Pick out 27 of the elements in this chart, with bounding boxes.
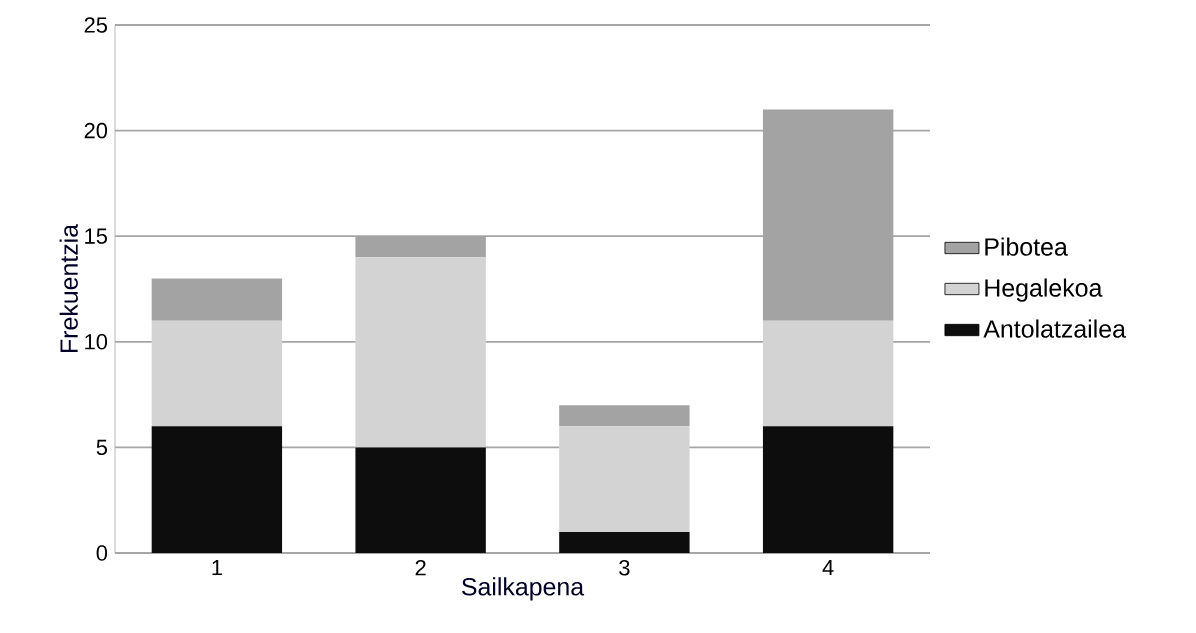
bar — [355, 236, 486, 258]
y-tick-label: 20 — [84, 122, 108, 139]
x-tick-label: 3 — [619, 560, 630, 576]
legend-label: Antolatzailea — [983, 319, 1126, 338]
x-axis-title: Sailkapena — [462, 577, 585, 601]
bar — [762, 320, 894, 427]
bar — [355, 257, 486, 448]
y-tick-label: 0 — [96, 545, 108, 561]
bar — [151, 426, 283, 553]
y-tick-label: 15 — [85, 228, 108, 244]
x-tick-label: 4 — [822, 560, 834, 576]
bar — [151, 320, 283, 427]
legend-label: Pibotea — [985, 237, 1068, 256]
x-tick-label: 2 — [415, 560, 426, 576]
bar — [151, 278, 283, 321]
bar — [559, 405, 690, 427]
bar — [762, 426, 894, 553]
bar — [762, 109, 894, 321]
y-axis-title: Frekuentzia — [59, 223, 78, 353]
y-tick-label: 10 — [85, 334, 108, 350]
x-tick-label: 1 — [212, 560, 222, 576]
legend-label: Hegalekoa — [985, 278, 1103, 302]
bar — [559, 531, 690, 553]
y-tick-label: 25 — [84, 17, 108, 33]
bar — [559, 426, 690, 532]
bar — [355, 447, 486, 553]
y-tick-label: 5 — [96, 439, 108, 456]
